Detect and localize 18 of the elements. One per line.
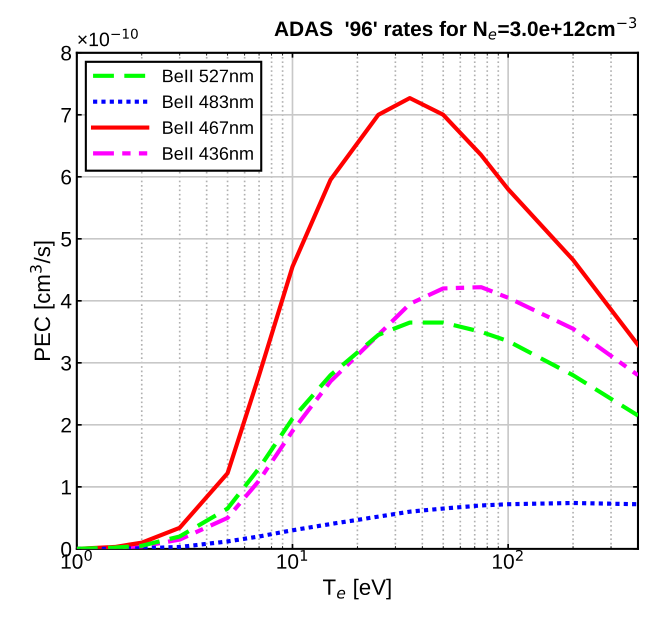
y-tick-label: 2 [61, 418, 71, 432]
x-axis-title: T$_{e}$ [eV] [323, 578, 391, 600]
y-tick-label: 5 [61, 232, 72, 247]
y-tick-label: 3 [61, 356, 72, 371]
legend-label: BeII 436nm [163, 147, 253, 160]
y-tick-label: 7 [61, 108, 71, 122]
legend-label: BeII 483nm [163, 95, 253, 108]
y-axis-title: PEC [cm$^{3}$/s] [30, 242, 55, 360]
x-tick-label: 10$^{2}$ [493, 550, 523, 569]
x-tick-label: 10$^{1}$ [277, 550, 308, 569]
legend-label: BeII 467nm [163, 121, 253, 134]
y-tick-label: 1 [62, 480, 71, 494]
legend-label: BeII 527nm [163, 70, 253, 82]
y-tick-label: 6 [61, 170, 72, 185]
y-tick-label: 8 [61, 46, 72, 61]
chart-title: ADAS '96' rates for N$_{e}$=3.0e+12cm$^{−3}$ [274, 17, 636, 40]
y-tick-label: 4 [60, 294, 72, 308]
text: ×10$^{−10}$ [78, 28, 138, 46]
